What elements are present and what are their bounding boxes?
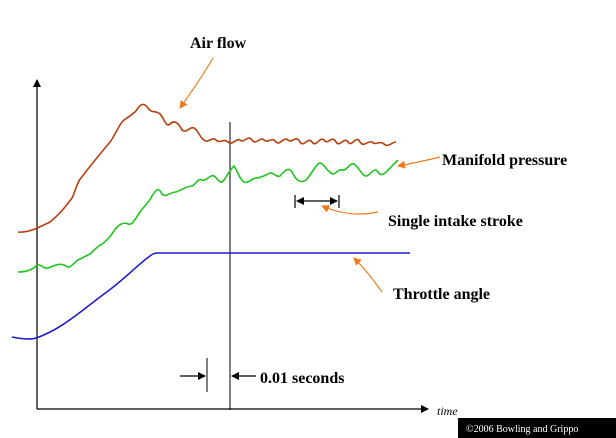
time-axis-label: time: [437, 404, 458, 418]
intake-stroke-callout-arrow: [321, 205, 379, 215]
air-flow-label: Air flow: [190, 35, 247, 52]
throttle-angle-curve: [11, 252, 410, 340]
copyright-box: [458, 418, 616, 438]
throttle-angle-label: Throttle angle: [393, 286, 490, 303]
single-intake-stroke-label: Single intake stroke: [388, 213, 523, 230]
throttle-angle-callout-arrow: [353, 257, 383, 293]
manifold-pressure-label: Manifold pressure: [442, 152, 567, 169]
air-flow-curve: [17, 103, 397, 233]
copyright-text: ©2006 Bowling and Grippo: [466, 424, 578, 435]
interval-label: 0.01 seconds: [260, 370, 344, 387]
manifold-pressure-callout-arrow: [397, 156, 441, 169]
air-flow-callout-arrow: [179, 57, 214, 109]
manifold-pressure-curve: [17, 159, 399, 273]
